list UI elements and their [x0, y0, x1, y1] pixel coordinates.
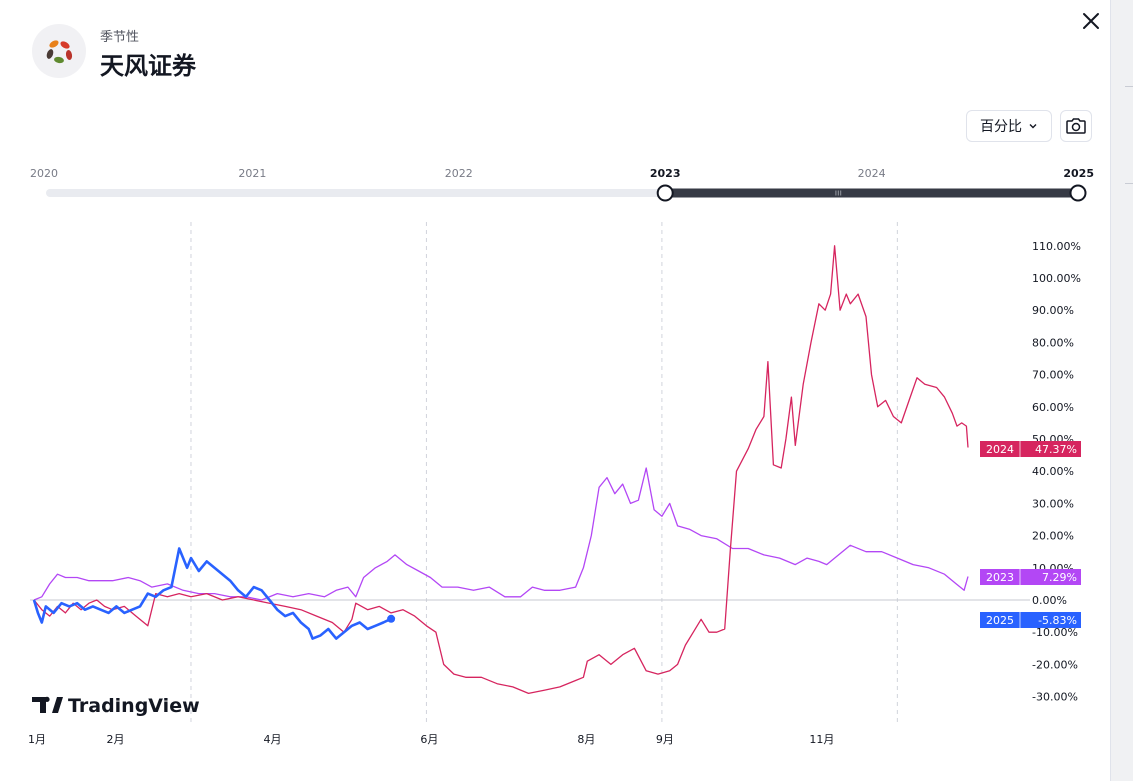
end-label-bg: [980, 441, 1081, 457]
series-line-2024: [33, 245, 969, 695]
y-tick-label: 110.00%: [1032, 240, 1081, 253]
y-axis: -30.00%-20.00%-10.00%0.00%10.00%20.00%30…: [1032, 240, 1081, 704]
chevron-down-icon: [1029, 124, 1037, 129]
close-icon: [1083, 13, 1099, 29]
window-edge: [1110, 0, 1133, 781]
tradingview-watermark: TradingView: [32, 695, 200, 717]
seasonality-chart: 2020 2021 2022 2023 2024 2025 -30.00% -20.00% -…: [28, 167, 1094, 746]
end-label-bg: [980, 569, 1081, 585]
series-end-dot-2025: [387, 614, 396, 623]
end-label-value: 47.37%: [1035, 443, 1077, 456]
y-tick-label: 20.00%: [1032, 530, 1074, 543]
end-label-2025: 2025 -5.83%: [980, 612, 1081, 628]
x-axis: 1月 2月 4月 6月 8月 9月 11月: [28, 733, 834, 746]
range-grip[interactable]: [835, 190, 837, 196]
panel-subtitle: 季节性: [100, 30, 140, 45]
range-handle[interactable]: [1069, 184, 1087, 202]
y-tick-label: 30.00%: [1032, 497, 1074, 510]
range-year-label[interactable]: 2023: [650, 167, 681, 180]
series-line-2023: [33, 467, 969, 601]
y-tick-label: 70.00%: [1032, 369, 1074, 382]
y-tick-label: 40.00%: [1032, 465, 1074, 478]
range-grip[interactable]: [840, 190, 842, 196]
x-tick-label: 6月: [420, 733, 438, 746]
y-tick-label: -30.00%: [1032, 691, 1078, 704]
x-tick-label: 2月: [106, 733, 124, 746]
range-year-label[interactable]: 2020: [30, 167, 58, 180]
range-grip[interactable]: [837, 190, 839, 196]
range-year-label[interactable]: 2021: [238, 167, 266, 180]
range-handle[interactable]: [656, 184, 674, 202]
end-label-year: 2023: [986, 571, 1014, 584]
end-label-bg: [980, 612, 1081, 628]
x-tick-label: 8月: [577, 733, 595, 746]
y-tick-label: -10.00%: [1032, 626, 1078, 639]
y-tick-label: 60.00%: [1032, 401, 1074, 414]
chart-grid: [30, 222, 1030, 726]
watermark-text: TradingView: [68, 695, 200, 717]
range-year-label[interactable]: 2025: [1063, 167, 1094, 180]
range-year-label[interactable]: 2022: [445, 167, 473, 180]
end-label-value: -5.83%: [1038, 614, 1077, 627]
end-label-2024: 2024 47.37%: [980, 441, 1081, 457]
range-selected-band[interactable]: [665, 188, 1078, 198]
end-label-2023: 2023 7.29%: [980, 569, 1081, 585]
x-tick-label: 11月: [809, 733, 834, 746]
scale-select[interactable]: 百分比: [966, 110, 1052, 142]
series-layer: [32, 245, 969, 695]
camera-icon: [1066, 118, 1086, 134]
series-line-2025: [32, 547, 392, 640]
y-tick-label: -20.00%: [1032, 658, 1078, 671]
x-tick-label: 9月: [656, 733, 674, 746]
y-tick-label: 0.00%: [1032, 594, 1067, 607]
y-tick-label: 90.00%: [1032, 304, 1074, 317]
snapshot-button[interactable]: [1060, 110, 1092, 142]
scale-select-label: 百分比: [980, 119, 1022, 135]
x-tick-label: 4月: [263, 733, 281, 746]
x-tick-label: 1月: [28, 733, 46, 746]
y-tick-label: 80.00%: [1032, 336, 1074, 349]
flower-logo-icon: [32, 24, 86, 78]
tradingview-logo-icon: [32, 696, 63, 713]
y-tick-label: 100.00%: [1032, 272, 1081, 285]
range-year-label[interactable]: 2024: [858, 167, 886, 180]
edge-tick: [1125, 183, 1133, 184]
year-range-selector[interactable]: 2020 2021 2022 2023 2024 2025: [30, 167, 1094, 202]
series-end-labels: 2024 47.37% 2023 7.29% 2025 -5.83%: [980, 441, 1081, 628]
end-label-year: 2025: [986, 614, 1014, 627]
page-title: 天风证券: [100, 52, 196, 80]
edge-tick: [1125, 86, 1133, 87]
seasonality-panel: [0, 0, 1110, 781]
close-button[interactable]: [1078, 8, 1104, 34]
end-label-year: 2024: [986, 443, 1014, 456]
end-label-value: 7.29%: [1042, 571, 1077, 584]
